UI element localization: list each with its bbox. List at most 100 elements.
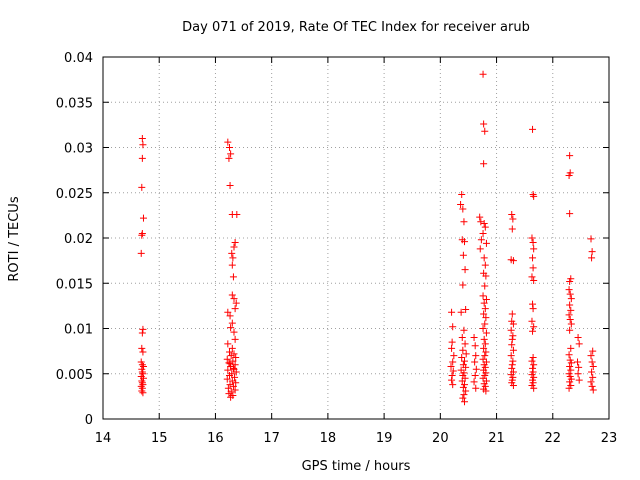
- data-point: [228, 319, 236, 327]
- data-point: [587, 235, 595, 243]
- data-point: [480, 120, 488, 128]
- data-point: [509, 357, 517, 365]
- data-point: [225, 390, 233, 398]
- data-point: [138, 134, 146, 142]
- data-point: [575, 363, 583, 371]
- data-point: [448, 376, 456, 384]
- data-point: [508, 364, 516, 372]
- x-tick-label: 20: [432, 431, 449, 446]
- x-tick-label: 18: [320, 431, 337, 446]
- data-point: [232, 353, 240, 361]
- data-point: [588, 382, 596, 390]
- data-point: [481, 340, 489, 348]
- data-point: [449, 358, 457, 366]
- data-point: [226, 348, 233, 356]
- data-point: [472, 365, 480, 373]
- data-point: [565, 311, 573, 319]
- data-point: [565, 351, 573, 359]
- data-point: [482, 387, 490, 395]
- data-point: [508, 310, 516, 318]
- data-point: [566, 290, 574, 298]
- y-tick-label: 0.015: [56, 277, 93, 292]
- data-point: [481, 261, 489, 269]
- data-point: [509, 382, 517, 390]
- data-point: [567, 344, 575, 352]
- data-point: [528, 357, 536, 365]
- data-point: [137, 382, 145, 390]
- data-point: [139, 214, 147, 222]
- data-point: [589, 373, 597, 381]
- data-point: [476, 245, 484, 253]
- data-point: [482, 348, 490, 356]
- data-point: [481, 305, 489, 313]
- data-point: [225, 154, 233, 162]
- data-point: [229, 364, 237, 372]
- y-tick-label: 0: [85, 413, 93, 428]
- data-point: [229, 254, 237, 262]
- data-point: [529, 364, 537, 372]
- data-point: [589, 386, 597, 394]
- data-points: [137, 70, 597, 406]
- data-point: [227, 150, 235, 158]
- data-point: [481, 127, 489, 135]
- data-point: [462, 363, 470, 371]
- data-point: [225, 359, 233, 367]
- y-tick-label: 0.03: [64, 142, 93, 157]
- data-point: [139, 389, 147, 397]
- data-point: [480, 220, 488, 228]
- x-tick-label: 14: [95, 431, 112, 446]
- data-point: [450, 352, 458, 360]
- data-point: [224, 138, 232, 146]
- x-tick-label: 19: [376, 431, 393, 446]
- data-point: [138, 361, 146, 369]
- chart-title: Day 071 of 2019, Rate Of TEC Index for r…: [182, 20, 530, 35]
- data-point: [588, 358, 596, 366]
- data-point: [470, 378, 478, 386]
- data-point: [231, 373, 239, 381]
- data-point: [231, 335, 239, 343]
- data-point: [481, 320, 489, 328]
- data-point: [449, 323, 457, 331]
- data-point: [509, 215, 517, 223]
- data-point: [139, 141, 147, 149]
- data-point: [460, 391, 468, 399]
- data-point: [528, 273, 536, 281]
- data-point: [470, 334, 478, 342]
- data-point: [588, 254, 596, 262]
- data-point: [472, 352, 480, 360]
- data-point: [529, 327, 537, 335]
- data-point: [228, 249, 236, 257]
- data-point: [479, 292, 487, 300]
- data-point: [509, 332, 517, 340]
- x-tick-label: 16: [207, 431, 224, 446]
- data-point: [480, 344, 488, 352]
- data-point: [482, 296, 490, 304]
- data-point: [223, 355, 231, 363]
- data-point: [139, 381, 147, 389]
- data-point: [508, 335, 516, 343]
- data-point: [471, 372, 479, 380]
- data-point: [459, 205, 467, 213]
- data-point: [566, 301, 574, 309]
- data-point: [227, 324, 235, 332]
- data-point: [461, 340, 469, 348]
- data-point: [587, 378, 595, 386]
- data-point: [229, 382, 237, 390]
- grid-lines: [103, 57, 609, 419]
- data-point: [529, 305, 537, 313]
- data-point: [138, 231, 146, 239]
- data-point: [480, 310, 488, 318]
- x-axis-label: GPS time / hours: [302, 459, 411, 474]
- data-point: [226, 360, 234, 368]
- data-point: [566, 315, 574, 323]
- data-point: [230, 328, 238, 336]
- data-point: [508, 341, 516, 349]
- data-point: [479, 229, 487, 237]
- data-point: [480, 160, 488, 168]
- data-point: [529, 254, 537, 262]
- data-point: [565, 384, 573, 392]
- data-point: [477, 218, 485, 226]
- data-point: [226, 372, 233, 380]
- data-point: [480, 254, 488, 262]
- data-point: [589, 347, 597, 355]
